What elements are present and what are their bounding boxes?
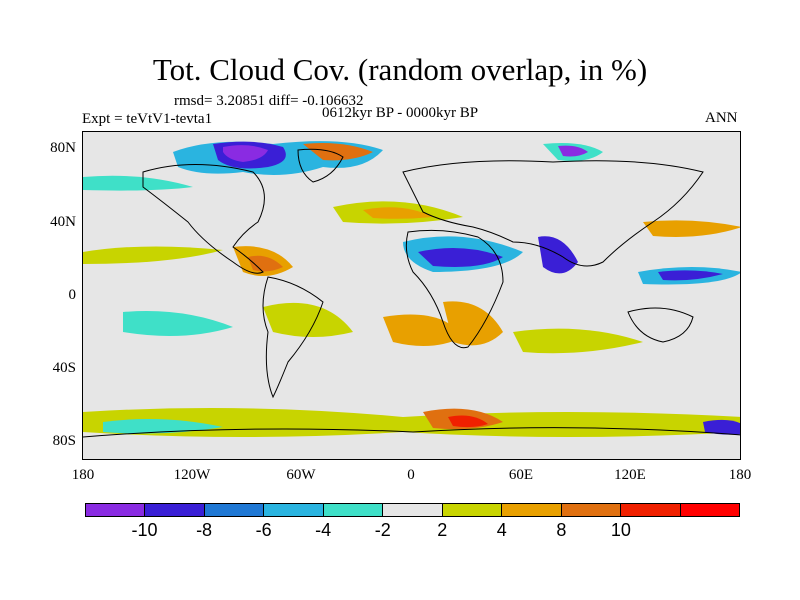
south-america-coast <box>262 276 324 399</box>
season-label: ANN <box>705 110 738 126</box>
colorbar <box>85 503 740 517</box>
y-tick-40s: 40S <box>52 360 76 376</box>
indian-ocean-positive <box>513 328 643 354</box>
experiment-label: Expt = teVtV1-tevta1 <box>82 111 213 127</box>
x-tick-60w: 60W <box>286 467 316 483</box>
y-tick-40n: 40N <box>50 214 76 230</box>
arctic-positive <box>303 143 373 161</box>
north-pacific-band <box>83 175 193 191</box>
colorbar-swatch <box>561 504 622 516</box>
colorbar-swatch <box>323 504 384 516</box>
rmsd-diff-stats: rmsd= 3.20851 diff= -0.106632 <box>174 93 364 109</box>
midlat-positive-orange <box>363 207 433 219</box>
x-tick-60e: 60E <box>508 467 534 483</box>
africa-coast <box>405 229 504 349</box>
north-america-coast <box>142 164 265 274</box>
europe-asia-coast <box>402 160 704 267</box>
colorbar-swatch <box>145 504 205 516</box>
colorbar-label: 4 <box>496 520 507 540</box>
colorbar-label: -4 <box>315 520 332 540</box>
map-plot-area <box>82 131 741 460</box>
southern-africa-positive <box>443 301 503 346</box>
greenland-coast <box>297 148 344 183</box>
colorbar-label: -8 <box>196 520 213 540</box>
antarctic-strong-positive <box>448 415 488 428</box>
antarctic-east-negative <box>703 419 740 435</box>
colorbar-label: 8 <box>556 520 567 540</box>
colorbar-label: 10 <box>610 520 631 540</box>
colorbar-swatch <box>264 504 324 516</box>
west-pacific-core <box>658 270 723 281</box>
south-america-positive <box>263 302 353 337</box>
australia-coast <box>627 307 694 343</box>
map-background <box>83 132 740 459</box>
y-tick-0: 0 <box>68 287 77 303</box>
greenland-core <box>223 145 268 162</box>
anomaly-fields <box>83 141 740 437</box>
eastern-pacific-positive <box>643 220 740 237</box>
caribbean-core <box>248 255 283 272</box>
colorbar-swatch <box>442 504 503 516</box>
x-tick-180e: 180 <box>728 467 752 483</box>
colorbar-label: -6 <box>255 520 272 540</box>
colorbar-swatch <box>204 504 265 516</box>
x-tick-120w: 120W <box>173 467 211 483</box>
south-pacific-negative <box>123 311 233 336</box>
antarctic-negative <box>103 418 223 434</box>
southern-ocean-band <box>83 408 740 437</box>
colorbar-swatch <box>383 504 443 516</box>
pacific-positive-band <box>83 246 223 264</box>
colorbar-label: -10 <box>131 520 158 540</box>
x-tick-0: 0 <box>407 467 415 483</box>
antarctica-coast <box>83 427 740 438</box>
period-label: 0612kyr BP - 0000kyr BP <box>322 105 479 121</box>
colorbar-swatch <box>621 504 681 516</box>
siberia-core <box>558 145 588 157</box>
y-tick-80n: 80N <box>50 140 76 156</box>
colorbar-label: 2 <box>437 520 448 540</box>
y-tick-80s: 80S <box>52 433 76 449</box>
plot-title: Tot. Cloud Cov. (random overlap, in %) <box>152 52 648 87</box>
colorbar-label: -2 <box>374 520 391 540</box>
colorbar-swatch <box>680 504 739 516</box>
sahel-strong-negative <box>418 248 503 267</box>
colorbar-swatch <box>502 504 562 516</box>
x-tick-120e: 120E <box>614 467 646 483</box>
colorbar-swatch <box>86 504 146 516</box>
cloud-cover-map <box>83 132 740 459</box>
india-negative <box>538 236 578 274</box>
coastlines <box>83 148 740 438</box>
x-tick-180w: 180 <box>71 467 95 483</box>
